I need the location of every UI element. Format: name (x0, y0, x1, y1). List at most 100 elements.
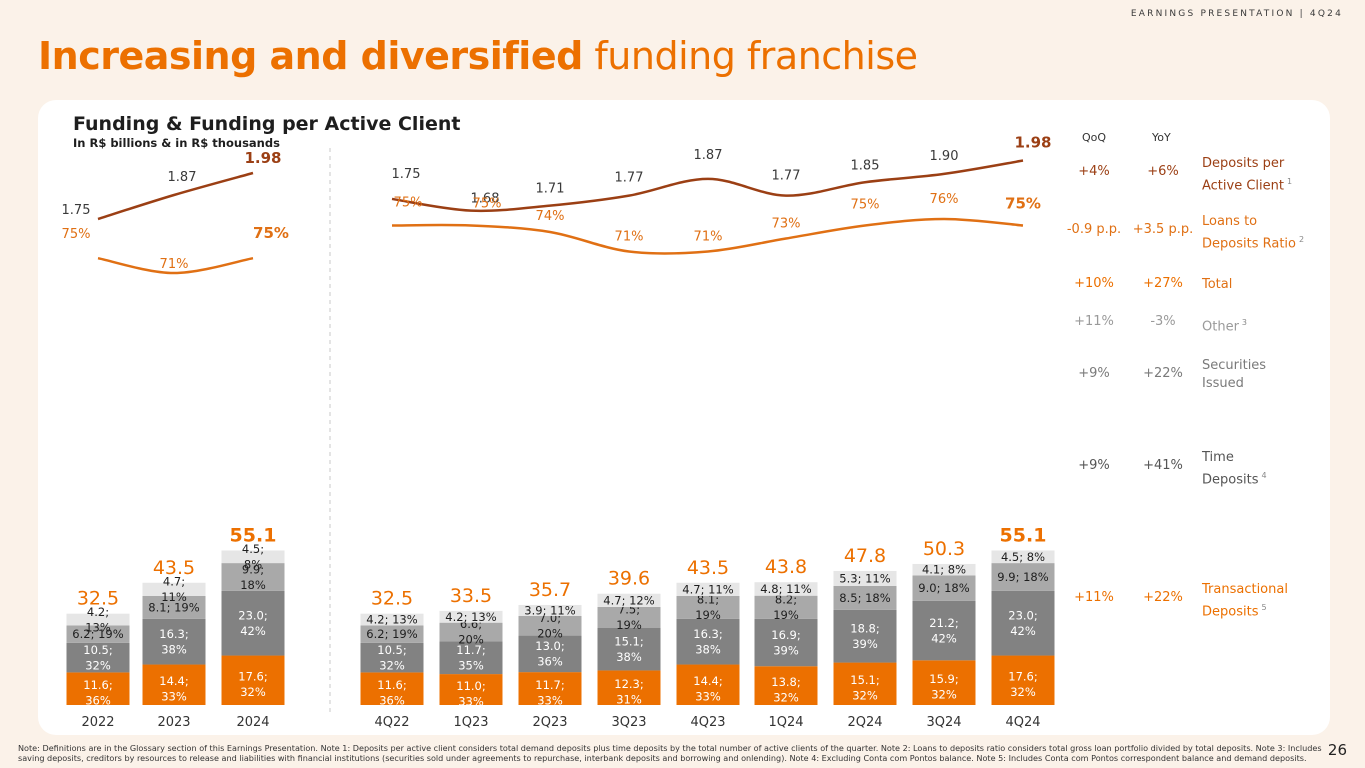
bar-securities (912, 575, 976, 601)
bar-time-deposits (221, 590, 285, 656)
deposits-per-client-line (97, 171, 254, 221)
bar-total-label: 32.5 (77, 588, 119, 610)
bar-securities (754, 595, 818, 619)
row-label-line: Deposits (1202, 604, 1259, 620)
bar-other-label: 11% (161, 590, 187, 604)
chart-subtitle: In R$ billions & in R$ thousands (73, 136, 280, 150)
bar-time-deposits-label: 42% (240, 624, 266, 638)
row-label: Transactional Deposits 5 (1202, 581, 1327, 621)
loans-to-deposits-label: 71% (615, 230, 644, 245)
bar-total-label: 33.5 (450, 585, 492, 607)
bar-time-deposits-label: 38% (616, 650, 642, 664)
bar-securities-label: 20% (537, 627, 563, 641)
row-label-line: Transactional (1202, 582, 1288, 597)
row-label-line: Deposits per (1202, 156, 1285, 171)
bar-time-deposits (142, 618, 206, 665)
row-label: Deposits per Active Client 1 (1202, 155, 1327, 195)
bar-transactional-label: 11.0; (456, 679, 485, 693)
bar-time-deposits (676, 618, 740, 665)
row-label: Other 3 (1202, 314, 1327, 336)
bar-transactional-label: 36% (379, 693, 405, 707)
row-label-line: Securities (1202, 358, 1267, 373)
bar-securities (221, 563, 285, 591)
bar-time-deposits-label: 11.7; (456, 643, 485, 657)
bar-transactional-label: 33% (161, 690, 187, 704)
bar-time-deposits-label: 13.0; (535, 639, 564, 653)
bar-time-deposits-label: 16.9; (771, 628, 800, 642)
row-note: 5 (1261, 603, 1267, 612)
bar-transactional (597, 670, 661, 705)
bar-securities-label: 19% (695, 608, 721, 622)
row-label-line: Issued (1202, 376, 1244, 391)
bar-time-deposits (912, 600, 976, 661)
deposits-per-client-label: 1.87 (694, 148, 723, 163)
bar-other (66, 613, 130, 626)
bar-securities-label: 9.9; (242, 562, 264, 576)
bar-time-deposits-label: 39% (852, 637, 878, 651)
bar-transactional (754, 666, 818, 705)
loans-to-deposits-label: 75% (851, 198, 880, 213)
bar-time-deposits-label: 23.0; (1008, 609, 1037, 623)
bar-transactional (360, 672, 424, 705)
bar-time-deposits-label: 35% (458, 658, 484, 672)
bar-transactional-label: 32% (852, 689, 878, 703)
x-tick-label: 1Q24 (768, 715, 803, 730)
bar-other-label: 4.2; 13% (445, 610, 496, 624)
bar-time-deposits (833, 609, 897, 663)
bar-securities (439, 622, 503, 642)
row-note: 3 (1241, 318, 1248, 327)
bar-transactional-label: 33% (537, 693, 563, 707)
row-note: 4 (1261, 471, 1267, 480)
bar-transactional (833, 662, 897, 705)
bar-other (991, 550, 1055, 564)
bar-time-deposits-label: 16.3; (159, 627, 188, 641)
qoq-value: +4% (1078, 164, 1110, 179)
bar-securities-label: 6.2; 19% (366, 627, 417, 641)
bar-securities-label: 18% (240, 578, 266, 592)
bar-other-label: 4.5; (242, 542, 264, 556)
loans-to-deposits-label: 73% (772, 217, 801, 232)
bar-transactional-label: 17.6; (1008, 670, 1037, 684)
bar-transactional-label: 32% (240, 685, 266, 699)
bar-time-deposits-label: 21.2; (929, 616, 958, 630)
bar-securities-label: 9.0; 18% (918, 581, 969, 595)
bar-total-label: 43.5 (153, 557, 195, 579)
bar-time-deposits (439, 641, 503, 675)
bar-time-deposits-label: 10.5; (83, 643, 112, 657)
loans-to-deposits-label: 75% (473, 197, 502, 212)
x-tick-label: 4Q22 (374, 715, 409, 730)
bar-total-label: 55.1 (230, 524, 277, 546)
bar-securities-label: 19% (616, 618, 642, 632)
x-tick-label: 2023 (157, 715, 190, 730)
loans-to-deposits-label: 74% (536, 209, 565, 224)
x-tick-label: 3Q23 (611, 715, 646, 730)
bar-transactional-label: 15.1; (850, 673, 879, 687)
deposits-per-client-label: 1.87 (168, 170, 197, 185)
row-label-line: Deposits (1202, 472, 1259, 488)
bar-total-label: 35.7 (529, 579, 571, 601)
yoy-value: +22% (1143, 590, 1183, 605)
bar-securities-label: 20% (458, 633, 484, 647)
bar-transactional (142, 664, 206, 705)
bar-other-label: 3.9; 11% (524, 603, 575, 617)
header-tag: EARNINGS PRESENTATION | 4Q24 (1130, 9, 1343, 19)
bar-other (142, 582, 206, 596)
bar-securities (991, 563, 1055, 591)
row-label-line: Other (1202, 319, 1239, 335)
page-number: 26 (1327, 741, 1347, 759)
title-light: funding franchise (594, 34, 918, 78)
bar-time-deposits-label: 23.0; (238, 609, 267, 623)
bar-total-label: 47.8 (844, 545, 886, 567)
bar-other (676, 582, 740, 596)
loans-to-deposits-line (97, 256, 254, 275)
x-tick-label: 3Q24 (926, 715, 961, 730)
bar-transactional-label: 32% (773, 690, 799, 704)
bar-securities (833, 585, 897, 610)
deposits-per-client-label: 1.71 (536, 182, 565, 197)
bar-securities (518, 615, 582, 636)
bar-securities (360, 625, 424, 643)
x-tick-label: 4Q24 (1005, 715, 1040, 730)
bar-time-deposits (518, 635, 582, 673)
deposits-per-client-line (391, 159, 1024, 213)
